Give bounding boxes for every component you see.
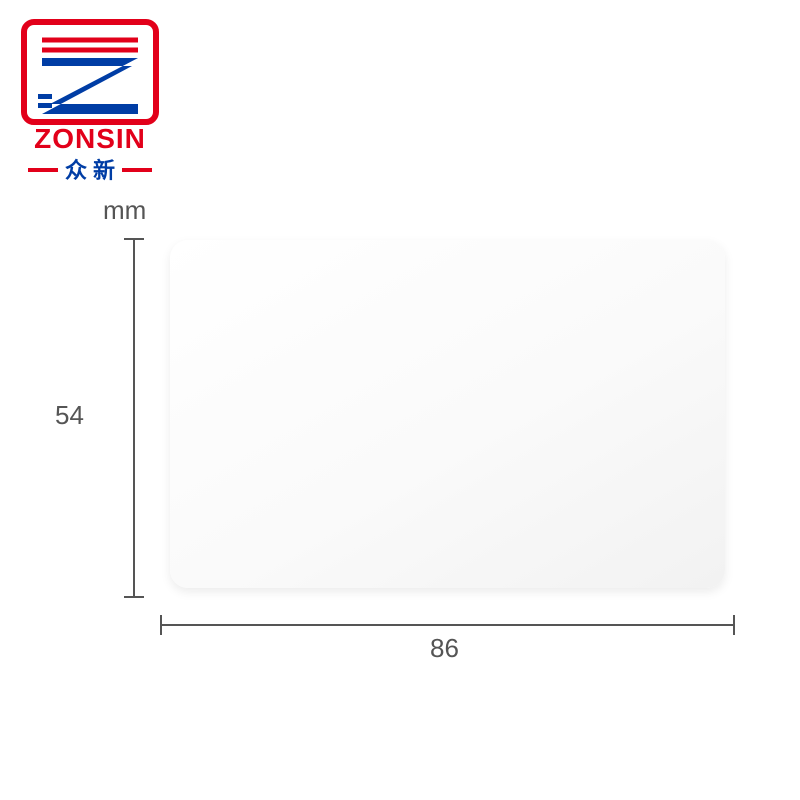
svg-text:众 新: 众 新 — [65, 158, 115, 183]
height-dimension-label: 54 — [55, 400, 84, 431]
width-dimension-line — [160, 624, 735, 626]
height-dimension-cap-bottom — [124, 596, 144, 598]
width-dimension-label: 86 — [430, 633, 459, 664]
unit-label: mm — [103, 195, 146, 226]
width-dimension-cap-right — [733, 615, 735, 635]
svg-text:ZONSIN: ZONSIN — [34, 123, 146, 154]
card-rectangle — [170, 240, 725, 588]
height-dimension-line — [133, 238, 135, 598]
height-dimension-cap-top — [124, 238, 144, 240]
brand-logo: ZONSIN 众 新 — [20, 18, 160, 188]
width-dimension-cap-left — [160, 615, 162, 635]
